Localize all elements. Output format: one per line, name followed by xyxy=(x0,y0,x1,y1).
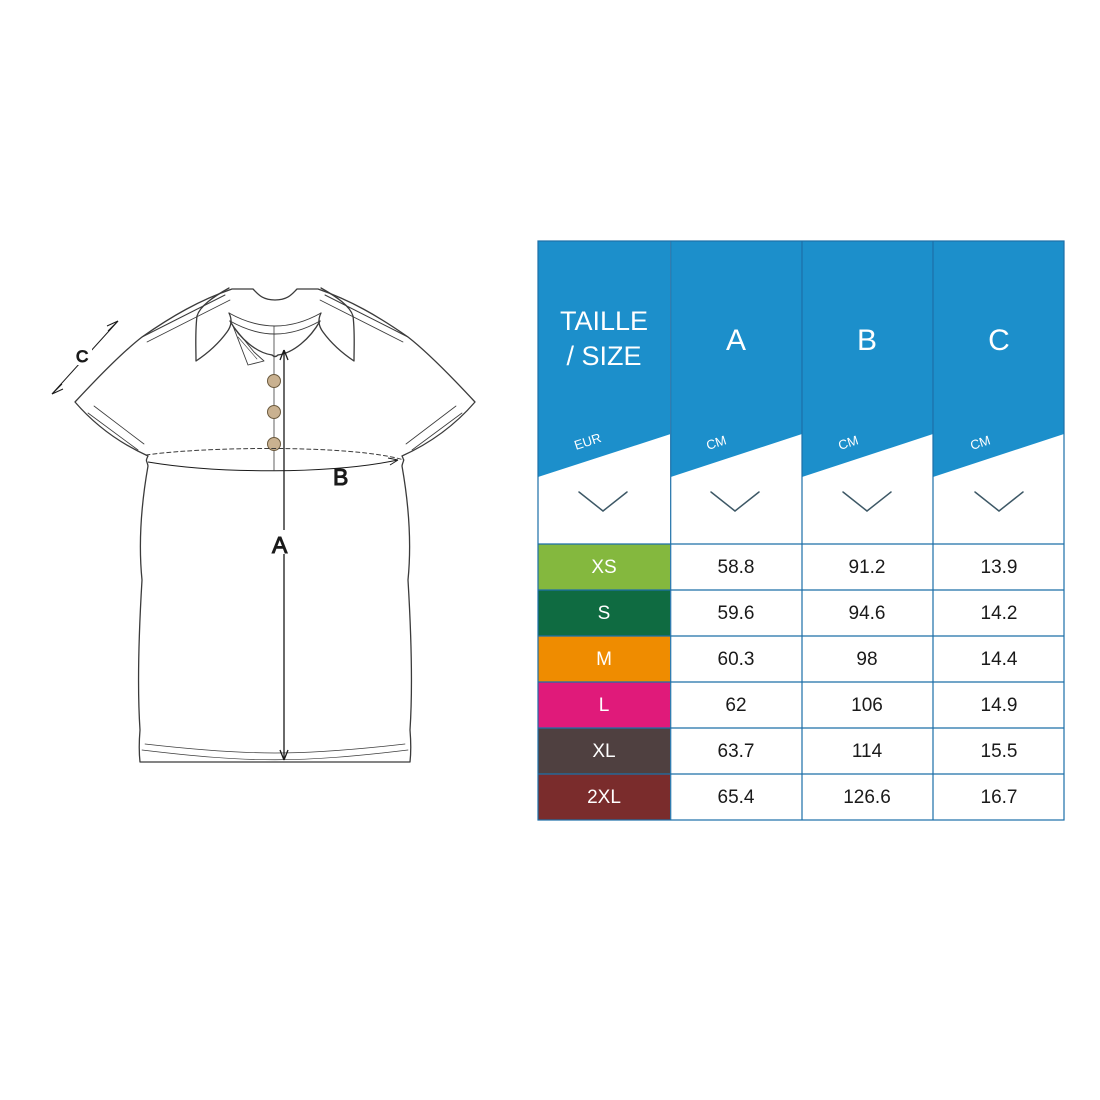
svg-text:L: L xyxy=(599,695,610,716)
svg-text:16.7: 16.7 xyxy=(981,787,1018,808)
svg-text:60.3: 60.3 xyxy=(718,649,755,670)
svg-text:14.2: 14.2 xyxy=(981,603,1018,624)
svg-text:15.5: 15.5 xyxy=(981,741,1018,762)
svg-text:114: 114 xyxy=(852,741,883,762)
svg-text:XL: XL xyxy=(592,741,615,762)
svg-text:B: B xyxy=(333,464,348,490)
svg-text:63.7: 63.7 xyxy=(718,741,755,762)
svg-text:98: 98 xyxy=(856,649,877,670)
svg-text:59.6: 59.6 xyxy=(718,603,755,624)
svg-text:14.4: 14.4 xyxy=(981,649,1018,670)
svg-text:14.9: 14.9 xyxy=(981,695,1018,716)
svg-text:91.2: 91.2 xyxy=(849,557,886,578)
svg-text:106: 106 xyxy=(851,695,883,716)
svg-text:A: A xyxy=(272,532,288,558)
svg-text:M: M xyxy=(596,649,612,670)
svg-text:C: C xyxy=(76,347,88,366)
svg-text:TAILLE: TAILLE xyxy=(560,306,648,336)
svg-text:2XL: 2XL xyxy=(587,787,621,808)
svg-text:65.4: 65.4 xyxy=(718,787,755,808)
svg-text:S: S xyxy=(598,603,611,624)
svg-text:94.6: 94.6 xyxy=(849,603,886,624)
svg-text:XS: XS xyxy=(591,557,616,578)
svg-text:62: 62 xyxy=(725,695,746,716)
svg-text:B: B xyxy=(857,324,877,357)
svg-text:58.8: 58.8 xyxy=(718,557,755,578)
svg-text:13.9: 13.9 xyxy=(981,557,1018,578)
svg-text:A: A xyxy=(726,324,746,357)
svg-text:/ SIZE: / SIZE xyxy=(566,341,641,371)
svg-text:126.6: 126.6 xyxy=(843,787,891,808)
svg-text:C: C xyxy=(988,324,1010,357)
